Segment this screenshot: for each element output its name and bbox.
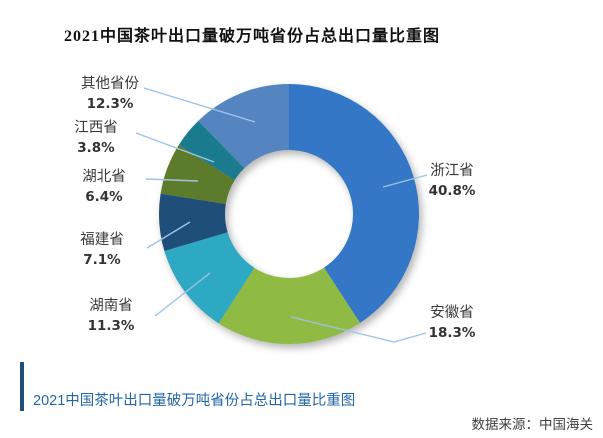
leader-line-湖北省 xyxy=(145,178,199,182)
slice-label-jiangxi: 江西省 3.8% xyxy=(36,118,156,159)
slice-name: 湖北省 xyxy=(82,169,126,185)
donut-slices xyxy=(158,84,419,344)
leader-line-江西省 xyxy=(135,132,215,163)
pie-slice-其他省份 xyxy=(198,84,289,169)
leader-line-安徽省 xyxy=(290,316,427,343)
slice-name: 其他省份 xyxy=(81,76,139,92)
slice-name: 安徽省 xyxy=(430,305,474,321)
slice-label-fujian: 福建省 7.1% xyxy=(42,230,162,271)
slice-name: 湖南省 xyxy=(89,298,133,314)
chart-title: 2021中国茶叶出口量破万吨省份占总出口量比重图 xyxy=(63,28,440,45)
pie-slice-江西省 xyxy=(178,120,245,181)
slice-label-zhejiang: 浙江省 40.8% xyxy=(392,161,512,202)
slice-percent: 40.8% xyxy=(428,183,476,199)
slice-percent: 11.3% xyxy=(87,318,135,334)
slice-percent: 12.3% xyxy=(86,96,134,112)
slice-name: 江西省 xyxy=(74,120,118,136)
leader-line-浙江省 xyxy=(382,174,428,188)
leader-lines xyxy=(135,87,428,343)
pie-slice-湖南省 xyxy=(164,232,255,324)
caption-text: 2021中国茶叶出口量破万吨省份占总出口量比重图 xyxy=(33,393,356,409)
caption-accent-bar xyxy=(20,362,24,411)
slice-label-hubei: 湖北省 6.4% xyxy=(44,167,164,208)
slice-percent: 3.8% xyxy=(77,140,115,156)
leader-line-湖南省 xyxy=(154,272,211,317)
data-source-note: 数据来源：中国海关 xyxy=(471,417,594,432)
slice-name: 福建省 xyxy=(80,232,124,248)
pie-slice-浙江省 xyxy=(289,84,419,323)
slice-percent: 6.4% xyxy=(85,189,123,205)
slice-name: 浙江省 xyxy=(430,163,474,179)
slice-percent: 18.3% xyxy=(428,325,476,341)
slice-label-others: 其他省份 12.3% xyxy=(50,74,170,115)
slice-percent: 7.1% xyxy=(83,252,121,268)
slice-label-hunan: 湖南省 11.3% xyxy=(51,296,171,337)
pie-slice-湖北省 xyxy=(160,145,235,204)
leader-line-其他省份 xyxy=(143,87,256,123)
slice-label-anhui: 安徽省 18.3% xyxy=(392,303,512,344)
pie-slice-福建省 xyxy=(158,193,228,252)
leader-line-福建省 xyxy=(146,221,191,249)
